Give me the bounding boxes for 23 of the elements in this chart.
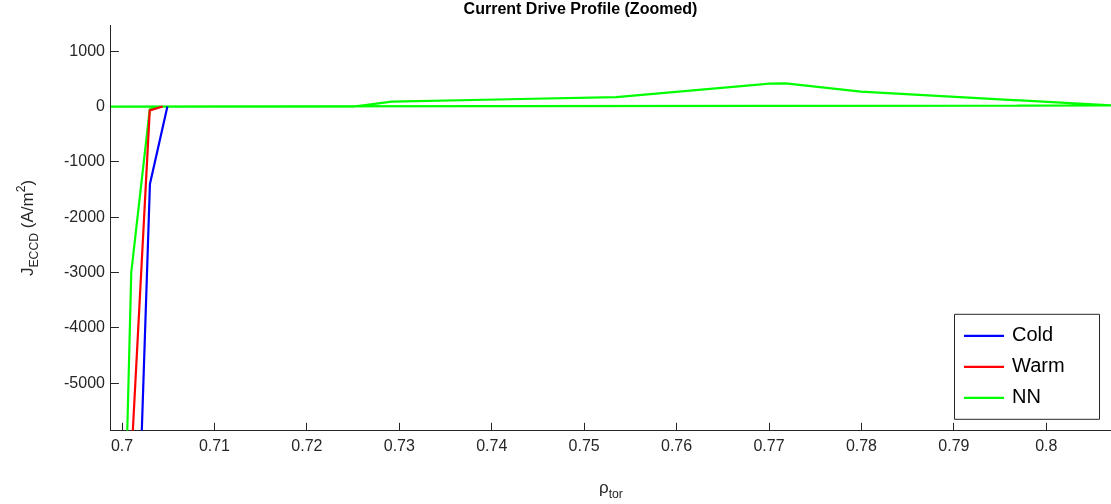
x-tick-label: 0.77 [753, 436, 785, 454]
x-tick-label: 0.8 [1035, 436, 1058, 454]
x-tick-label: 0.7 [110, 436, 134, 454]
x-tick-label: 0.76 [661, 436, 693, 454]
x-tick-label: 0.73 [383, 436, 415, 454]
y-tick-label: 1000 [69, 41, 106, 59]
y-tick-label: 0 [96, 96, 106, 114]
x-tick-label: 0.79 [938, 436, 970, 454]
x-tick-label: 0.74 [476, 436, 508, 454]
legend-label: Warm [1012, 354, 1065, 377]
legend-label: NN [1012, 385, 1041, 408]
x-tick-label: 0.72 [291, 436, 323, 454]
y-tick-label: -4000 [64, 318, 106, 336]
x-tick-label: 0.71 [198, 436, 231, 454]
y-tick-label: -3000 [64, 262, 106, 280]
x-tick-label: 0.78 [845, 436, 878, 454]
y-tick-label: -1000 [64, 152, 106, 170]
y-tick-label: -2000 [64, 207, 106, 225]
y-axis-title: JECCD (A/m2) [13, 179, 42, 277]
chart-title: Current Drive Profile (Zoomed) [463, 0, 698, 18]
y-tick-label: -5000 [64, 373, 106, 391]
x-tick-label: 0.75 [568, 436, 600, 454]
legend-label: Cold [1012, 323, 1054, 346]
